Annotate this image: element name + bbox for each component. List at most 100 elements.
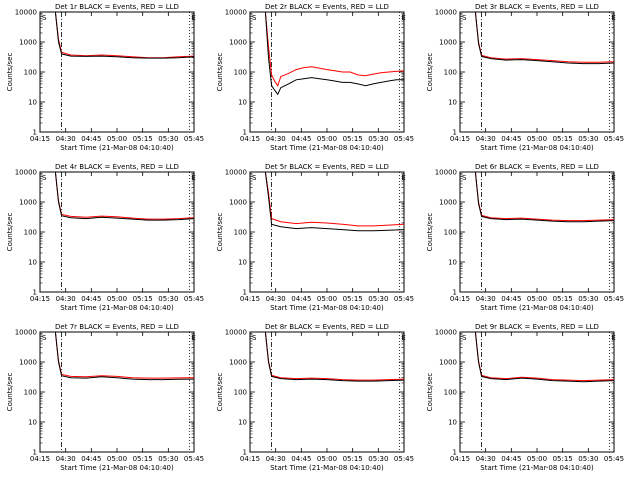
y-tick-label: 1 [453, 449, 457, 457]
y-tick-label: 100 [234, 69, 247, 77]
y-tick-label: 10 [28, 99, 37, 107]
y-tick-label: 10 [448, 99, 457, 107]
x-tick-label: 05:00 [107, 455, 127, 463]
chart-panel-3: Det 3r BLACK = Events, RED = LLD 04:15 04:… [426, 3, 624, 152]
y-tick-label: 10000 [225, 329, 247, 337]
y-axis-label: Counts/sec [426, 213, 434, 252]
x-tick-label: 04:45 [291, 135, 311, 143]
y-tick-label: 10 [238, 99, 247, 107]
y-tick-label: 10 [28, 419, 37, 427]
series-line-lld [460, 12, 614, 63]
chart-panel-5: Det 5r BLACK = Events, RED = LLD 04:15 04:… [216, 163, 414, 312]
y-axis-label: Counts/sec [426, 373, 434, 412]
chart-panel-6: Det 6r BLACK = Events, RED = LLD 04:15 04:… [426, 163, 624, 312]
y-tick-label: 1000 [19, 359, 37, 367]
plot-frame [459, 11, 615, 133]
x-tick-label: 04:30 [266, 135, 286, 143]
chart-panel-4: Det 4r BLACK = Events, RED = LLD 04:15 04:… [6, 163, 204, 312]
chart-panel-7: Det 7r BLACK = Events, RED = LLD 04:15 04:… [6, 323, 204, 472]
series-line-events [250, 172, 404, 232]
x-tick-label: 05:45 [394, 455, 414, 463]
x-tick-label: 04:30 [56, 135, 76, 143]
y-tick-label: 10 [28, 259, 37, 267]
x-tick-label: 04:30 [56, 295, 76, 303]
y-tick-label: 1000 [439, 39, 457, 47]
y-tick-label: 1000 [19, 39, 37, 47]
y-axis-label: Counts/sec [216, 53, 224, 92]
chart-title: Det 9r BLACK = Events, RED = LLD [475, 323, 599, 331]
x-tick-label: 05:15 [133, 455, 153, 463]
chart-title: Det 3r BLACK = Events, RED = LLD [475, 3, 599, 11]
end-marker-label: E [401, 174, 405, 182]
plot-frame [249, 11, 405, 133]
x-tick-label: 05:15 [343, 135, 363, 143]
x-tick-label: 04:30 [476, 295, 496, 303]
y-tick-label: 100 [234, 389, 247, 397]
y-tick-label: 10000 [225, 169, 247, 177]
x-tick-label: 05:30 [368, 295, 388, 303]
y-tick-label: 100 [24, 389, 37, 397]
x-tick-label: 04:30 [56, 455, 76, 463]
series-line-lld [40, 332, 194, 379]
start-marker-label: S [462, 174, 467, 182]
y-tick-label: 10000 [435, 169, 457, 177]
y-tick-label: 10000 [15, 169, 37, 177]
y-tick-label: 100 [444, 229, 457, 237]
y-tick-label: 1 [33, 289, 37, 297]
x-tick-label: 05:00 [317, 455, 337, 463]
x-tick-label: 04:30 [476, 135, 496, 143]
x-tick-label: 05:45 [604, 135, 624, 143]
x-tick-label: 05:30 [578, 135, 598, 143]
chart-title: Det 5r BLACK = Events, RED = LLD [265, 163, 389, 171]
x-tick-label: 05:30 [158, 455, 178, 463]
start-marker-label: S [252, 334, 257, 342]
plot-frame [249, 171, 405, 293]
end-marker-label: E [191, 14, 195, 22]
x-axis-label: Start Time (21-Mar-08 04:10:40) [60, 464, 174, 472]
end-marker-label: E [401, 14, 405, 22]
chart-title: Det 1r BLACK = Events, RED = LLD [55, 3, 179, 11]
y-tick-label: 1000 [19, 199, 37, 207]
x-tick-label: 04:30 [266, 295, 286, 303]
x-tick-label: 04:45 [81, 295, 101, 303]
start-marker-label: S [42, 334, 47, 342]
y-tick-label: 100 [234, 229, 247, 237]
y-axis-label: Counts/sec [6, 53, 14, 92]
series-line-events [250, 12, 404, 96]
chart-title: Det 8r BLACK = Events, RED = LLD [265, 323, 389, 331]
y-tick-label: 1 [243, 449, 247, 457]
x-tick-label: 04:15 [240, 295, 260, 303]
plot-frame [249, 331, 405, 453]
x-axis-label: Start Time (21-Mar-08 04:10:40) [270, 464, 384, 472]
x-tick-label: 05:30 [368, 455, 388, 463]
chart-panel-2: Det 2r BLACK = Events, RED = LLD 04:15 04:… [216, 3, 414, 152]
x-tick-label: 05:15 [133, 295, 153, 303]
plot-frame [39, 331, 195, 453]
x-tick-label: 05:30 [158, 295, 178, 303]
series-line-events [250, 332, 404, 382]
y-tick-label: 10 [238, 259, 247, 267]
x-tick-label: 05:15 [343, 295, 363, 303]
start-marker-label: S [42, 174, 47, 182]
x-tick-label: 04:45 [81, 135, 101, 143]
chart-title: Det 6r BLACK = Events, RED = LLD [475, 163, 599, 171]
y-tick-label: 1000 [439, 199, 457, 207]
x-tick-label: 05:45 [604, 455, 624, 463]
y-tick-label: 10000 [15, 9, 37, 17]
start-marker-label: S [462, 14, 467, 22]
x-tick-label: 05:30 [368, 135, 388, 143]
x-axis-label: Start Time (21-Mar-08 04:10:40) [480, 304, 594, 312]
y-tick-label: 1 [243, 129, 247, 137]
x-tick-label: 04:15 [450, 455, 470, 463]
x-tick-label: 05:45 [394, 135, 414, 143]
x-axis-label: Start Time (21-Mar-08 04:10:40) [480, 144, 594, 152]
y-axis-label: Counts/sec [6, 373, 14, 412]
x-tick-label: 04:15 [450, 295, 470, 303]
y-tick-label: 10 [448, 419, 457, 427]
x-tick-label: 04:45 [501, 135, 521, 143]
x-tick-label: 04:15 [240, 135, 260, 143]
y-tick-label: 10000 [225, 9, 247, 17]
chart-title: Det 7r BLACK = Events, RED = LLD [55, 323, 179, 331]
x-tick-label: 05:45 [184, 135, 204, 143]
